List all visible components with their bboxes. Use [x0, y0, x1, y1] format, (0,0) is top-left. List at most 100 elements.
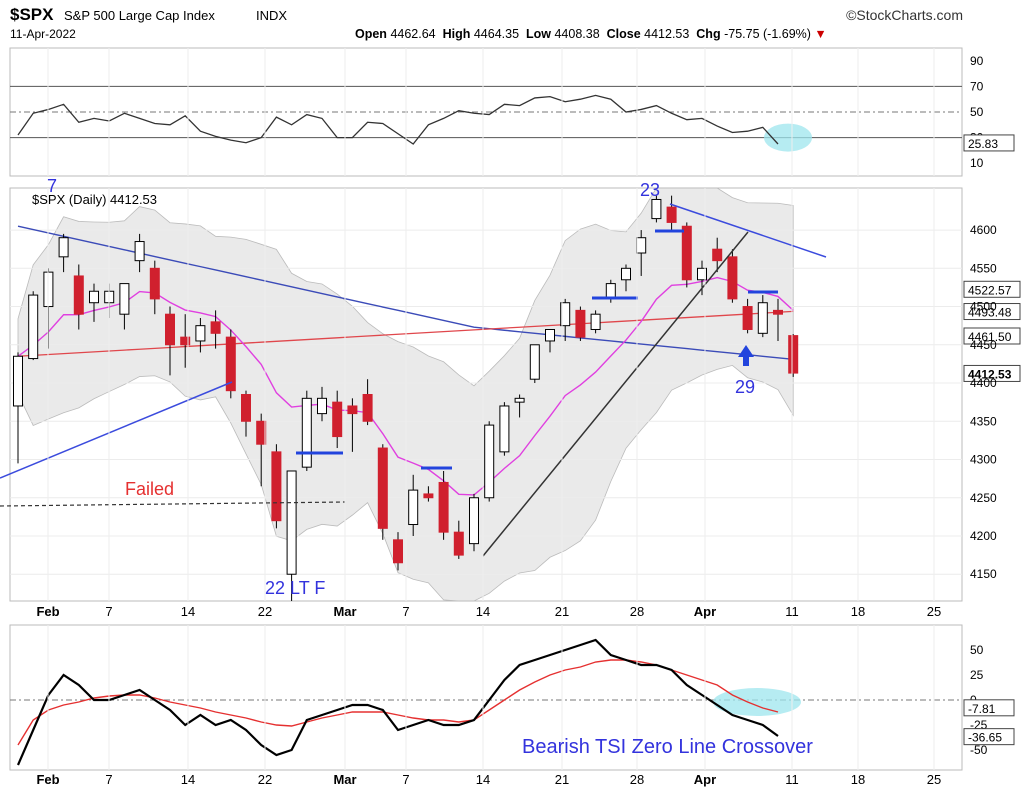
candle [377, 447, 388, 529]
rsi-tick-label: 10 [970, 156, 984, 170]
price-tick-label: 4200 [970, 529, 997, 543]
ticker-symbol: $SPX [10, 5, 54, 24]
price-tag-box [963, 280, 1021, 298]
ohlc-readout: Open 4462.64 High 4464.35 Low 4408.38 Cl… [355, 27, 827, 41]
price-x-tick-label: 7 [402, 604, 409, 619]
price-label-tag: 4461.50 [963, 327, 1021, 345]
candle [636, 237, 647, 254]
candle [195, 325, 206, 342]
change-value: -75.75 (-1.69%) [724, 27, 811, 41]
price-tick-label: 4150 [970, 567, 997, 581]
tsi-x-tick-label: 28 [630, 772, 644, 787]
candle [256, 420, 267, 445]
candle [757, 302, 768, 334]
annotation-7: 7 [47, 176, 57, 196]
annotation-29: 29 [735, 377, 755, 397]
tsi-caption: Bearish TSI Zero Line Crossover [522, 736, 813, 758]
price-x-tick-label: 14 [181, 604, 195, 619]
price-tick-label: 4550 [970, 261, 997, 275]
candle [621, 267, 631, 281]
tsi-highlight [713, 688, 801, 716]
candle [529, 344, 540, 380]
open-value: 4462.64 [390, 27, 436, 41]
tsi-x-tick-label: 22 [258, 772, 272, 787]
candle [241, 394, 251, 422]
candle [13, 355, 23, 407]
brand-logo[interactable]: ©StockCharts.com [846, 7, 963, 23]
candle [165, 313, 175, 346]
axis-layer: Feb Feb 7 7 14 14 22 22 Mar Mar 7 7 14 14 21 21 28 28 Apr A… [36, 48, 941, 787]
price-x-tick-label: 21 [555, 604, 569, 619]
tsi-value-text: -36.65 [968, 731, 1002, 745]
price-x-tick-label: 14 [476, 604, 490, 619]
tsi-panel-frame [9, 624, 963, 771]
price-tag-box [963, 303, 1021, 321]
price-x-tick-label: Mar [333, 604, 356, 619]
rsi-value-box [963, 134, 1015, 152]
annotation-22-lt-f: 22 LT F [265, 578, 325, 598]
rsi-value-tag: 25.83 [963, 134, 1015, 152]
price-tick-label: 4350 [970, 414, 997, 428]
rsi-value-text: 25.83 [968, 137, 998, 151]
candle [73, 275, 84, 315]
candle [28, 294, 39, 360]
candle [149, 267, 160, 300]
tsi-x-tick-label: 18 [851, 772, 865, 787]
candle [712, 248, 723, 262]
price-x-tick-label: 7 [105, 604, 112, 619]
candle [453, 531, 464, 556]
tsi-x-tick-label: 14 [476, 772, 490, 787]
chart-header: $SPX S&P 500 Large Cap Index INDX ©Stock… [0, 0, 1023, 46]
tsi-value-text: -7.81 [968, 702, 996, 716]
tsi-value-tag: -36.65 [963, 728, 1015, 746]
candle [423, 493, 434, 499]
candle [681, 225, 692, 281]
tsi-value-tag: -7.81 [963, 699, 1015, 717]
candle [438, 481, 449, 533]
trendline-support-blue [0, 381, 233, 479]
index-type: INDX [256, 8, 288, 23]
price-layer: 4522.57 4493.48 4461.50 4412.53 4600 4550 4500… [0, 187, 1021, 602]
rsi-tick-label: 70 [970, 79, 984, 93]
open-label: Open [355, 27, 387, 41]
tsi-tick-label: 25 [970, 668, 984, 682]
price-x-tick-label: 11 [785, 604, 799, 619]
price-tick-label: 4450 [970, 338, 997, 352]
close-value: 4412.53 [644, 27, 690, 41]
price-tick-label: 4250 [970, 491, 997, 505]
tsi-tick-label: 50 [970, 643, 984, 657]
price-tag-text: 4412.53 [968, 367, 1012, 381]
tsi-value-box [963, 728, 1015, 746]
candle [271, 451, 282, 522]
candle [317, 397, 327, 415]
price-tick-label: 4500 [970, 300, 997, 314]
tsi-x-tick-label: 21 [555, 772, 569, 787]
low-label: Low [525, 27, 551, 41]
rsi-highlight [764, 123, 812, 152]
tsi-x-tick-label: Apr [694, 772, 716, 787]
candle [180, 336, 191, 346]
price-x-tick-label: 28 [630, 604, 644, 619]
candle [545, 328, 555, 342]
tsi-x-tick-label: 7 [402, 772, 409, 787]
tsi-tick-label: -50 [970, 743, 988, 757]
candle [560, 302, 571, 327]
candle [742, 306, 753, 330]
candle [393, 539, 403, 564]
trendline-failed-dashed [0, 501, 346, 507]
candle [651, 198, 662, 220]
price-panel-frame [9, 187, 963, 602]
candle [408, 489, 419, 526]
trendline-falling [669, 203, 827, 258]
candle [119, 283, 130, 315]
price-tag-box [963, 327, 1021, 345]
candle [499, 405, 510, 453]
price-x-tick-label: 22 [258, 604, 272, 619]
trendline-rising [482, 231, 749, 557]
high-value: 4464.35 [473, 27, 520, 41]
candle [788, 335, 799, 374]
candle [773, 309, 783, 315]
price-tag-box [963, 364, 1021, 382]
tsi-x-tick-label: 25 [927, 772, 941, 787]
